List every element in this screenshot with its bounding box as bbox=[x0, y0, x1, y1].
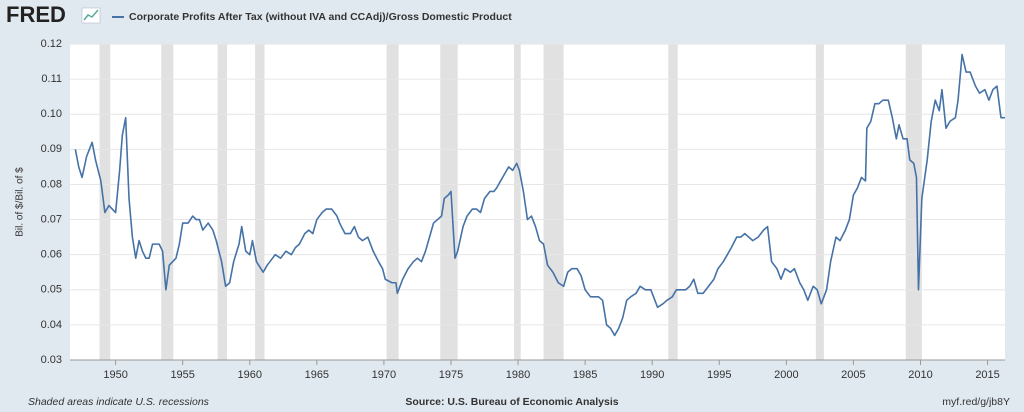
x-tick-label: 1950 bbox=[103, 369, 127, 381]
logo-icon bbox=[81, 7, 101, 24]
y-tick-label: 0.04 bbox=[41, 319, 62, 331]
recession-band bbox=[543, 44, 564, 360]
y-tick-label: 0.03 bbox=[41, 354, 62, 366]
recession-band bbox=[905, 44, 922, 360]
recession-band bbox=[514, 44, 521, 360]
source: Source: U.S. Bureau of Economic Analysis bbox=[405, 396, 618, 408]
legend-label: Corporate Profits After Tax (without IVA… bbox=[129, 11, 512, 23]
logo: FRED bbox=[6, 2, 66, 27]
recession-band bbox=[217, 44, 227, 360]
x-tick-label: 1965 bbox=[305, 369, 329, 381]
y-tick-label: 0.12 bbox=[41, 38, 62, 50]
x-tick-label: 2010 bbox=[908, 369, 932, 381]
series-line bbox=[74, 53, 1005, 337]
y-axis-label: Bil. of $/Bil. of $ bbox=[15, 167, 26, 237]
x-tick-label: 1990 bbox=[640, 369, 664, 381]
x-tick-label: 1980 bbox=[506, 369, 530, 381]
recession-band bbox=[386, 44, 399, 360]
x-tick-label: 1995 bbox=[707, 369, 731, 381]
plot-area bbox=[70, 44, 1005, 360]
recession-band bbox=[161, 44, 174, 360]
link[interactable]: myf.red/g/jb8Y bbox=[942, 396, 1010, 408]
x-tick-label: 1960 bbox=[238, 369, 262, 381]
y-tick-label: 0.06 bbox=[41, 249, 62, 261]
y-tick-label: 0.08 bbox=[41, 178, 62, 190]
recession-band bbox=[815, 44, 824, 360]
y-tick-label: 0.10 bbox=[41, 108, 62, 120]
recession-band bbox=[440, 44, 458, 360]
y-tick-label: 0.11 bbox=[41, 73, 62, 85]
y-tick-label: 0.09 bbox=[41, 143, 62, 155]
recession-band bbox=[668, 44, 678, 360]
y-tick-label: 0.07 bbox=[41, 213, 62, 225]
x-tick-label: 1985 bbox=[573, 369, 597, 381]
x-tick-label: 1970 bbox=[372, 369, 396, 381]
recession-band bbox=[255, 44, 265, 360]
x-tick-label: 2005 bbox=[841, 369, 865, 381]
recession-band bbox=[99, 44, 111, 360]
x-tick-label: 1975 bbox=[439, 369, 463, 381]
y-tick-label: 0.05 bbox=[41, 284, 62, 296]
footer-note: Shaded areas indicate U.S. recessions bbox=[28, 396, 210, 408]
x-tick-label: 1955 bbox=[170, 369, 194, 381]
x-tick-label: 2000 bbox=[774, 369, 798, 381]
x-tick-label: 2015 bbox=[975, 369, 999, 381]
